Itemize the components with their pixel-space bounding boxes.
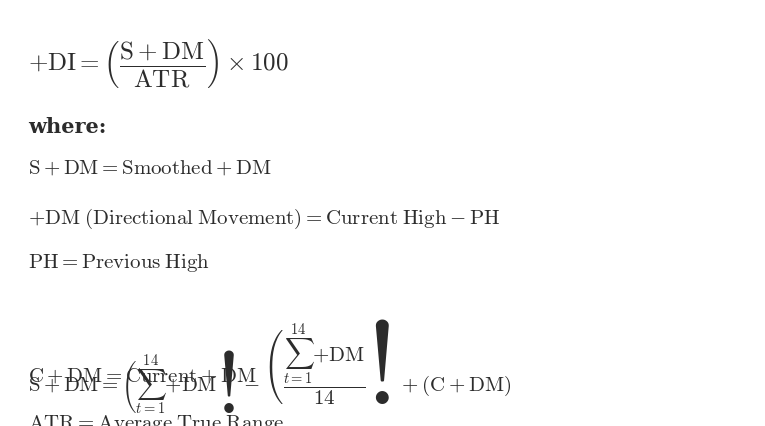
Text: $\mathrm{+DM\;(Directional\;Movement)} = \mathrm{Current\;High} - \mathrm{PH}$: $\mathrm{+DM\;(Directional\;Movement)} =… [28, 207, 500, 230]
Text: where:: where: [28, 117, 106, 137]
Text: $\mathrm{S +DM} = \mathrm{Smoothed +DM}$: $\mathrm{S +DM} = \mathrm{Smoothed +DM}$ [28, 158, 272, 178]
Text: $\mathrm{C +DM} = \mathrm{Current +DM}$: $\mathrm{C +DM} = \mathrm{Current +DM}$ [28, 366, 256, 385]
Text: $+\mathrm{DI} = \left(\dfrac{\mathrm{S +DM}}{\mathrm{ATR}}\right) \times 100$: $+\mathrm{DI} = \left(\dfrac{\mathrm{S +… [28, 37, 288, 90]
Text: $\mathrm{S +DM} = \left(\sum_{t=1}^{14}\mathrm{+DM}\right) - \left(\dfrac{\sum_{: $\mathrm{S +DM} = \left(\sum_{t=1}^{14}\… [28, 316, 512, 415]
Text: $\mathrm{PH} = \mathrm{Previous\;High}$: $\mathrm{PH} = \mathrm{Previous\;High}$ [28, 251, 210, 273]
Text: $\mathrm{ATR} = \mathrm{Average\;True\;Range}$: $\mathrm{ATR} = \mathrm{Average\;True\;R… [28, 412, 285, 426]
